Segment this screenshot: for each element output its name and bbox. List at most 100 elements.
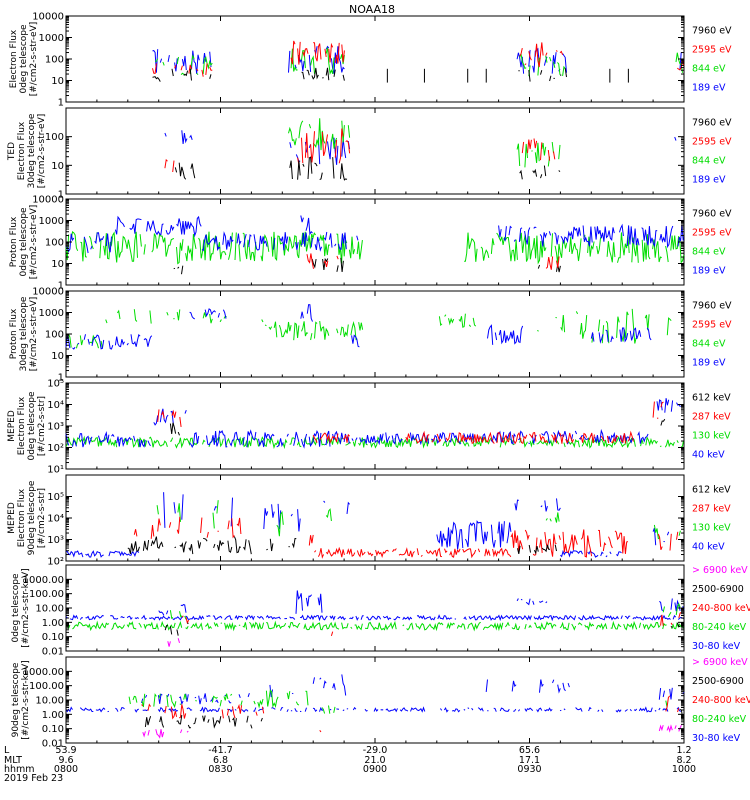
- series-green-segment: [105, 309, 264, 324]
- y-axis-label: Electron Flux: [17, 488, 27, 547]
- x-tick-label-l: -29.0: [363, 745, 388, 756]
- series-red-segment: [308, 534, 314, 546]
- x-tick-label-hhmm: 0830: [208, 764, 232, 775]
- series-blue-segment: [323, 500, 350, 514]
- y-tick-label: 1: [58, 190, 64, 201]
- series-black-segment: [518, 68, 567, 82]
- y-tick-label: 10³: [47, 422, 64, 433]
- series-red-segment: [312, 432, 350, 444]
- x-axis-row-label: MLT: [4, 755, 22, 766]
- legend-entry: 189 eV: [692, 358, 726, 369]
- series-blue-segment: [590, 327, 652, 344]
- y-tick-label: 100: [45, 55, 64, 66]
- y-axis-label: [#/cm2-s-str-keV]: [21, 568, 31, 647]
- series-black-segment: [519, 165, 561, 180]
- series-blue-segment: [66, 233, 115, 253]
- series-blue-segment: [487, 324, 524, 345]
- figure-title: NOAA18: [349, 3, 395, 16]
- series-black-segment: [127, 536, 252, 555]
- series-red-segment: [320, 727, 342, 732]
- x-tick-label-l: 53.9: [55, 745, 76, 756]
- series-blue-segment: [658, 687, 685, 700]
- y-tick-label: 10⁴: [47, 400, 64, 411]
- y-tick-label: 10⁴: [47, 514, 64, 525]
- y-tick-label: 10: [51, 161, 64, 172]
- y-tick-label: 10.00: [35, 696, 64, 707]
- legend-entry: 189 eV: [692, 83, 726, 94]
- legend-entry: 612 keV: [692, 393, 731, 404]
- series-green-segment: [326, 509, 347, 527]
- series-blue-segment: [189, 429, 344, 449]
- x-tick-label-hhmm: 1000: [672, 764, 696, 775]
- y-axis-label: 90deg telescope: [11, 662, 21, 737]
- series-black-segment: [311, 257, 344, 272]
- y-tick-label: 0.10: [42, 724, 64, 735]
- panel-6: 10² 10³ 10⁴ 10⁵ MEPED Electron Flux 90deg tele…: [7, 474, 731, 568]
- y-tick-label: 1: [58, 373, 64, 384]
- series-red-segment: [134, 515, 245, 539]
- legend-entry: 240-800 keV: [692, 603, 750, 614]
- legend-entry: 844 eV: [692, 64, 726, 75]
- series-black-segment: [661, 417, 683, 426]
- y-tick-label: 1.00: [42, 618, 64, 629]
- y-axis-label: 0deg telescope: [19, 24, 29, 94]
- y-axis-label: [#/cm2-s-str-eV]: [37, 114, 47, 189]
- series-blue-segment: [296, 591, 325, 614]
- x-tick-label-mlt: 17.1: [519, 755, 540, 766]
- legend-entry: 2500-6900: [692, 676, 744, 687]
- y-axis-label: [#/cm2-s-str-eV]: [29, 205, 39, 280]
- panel-frame: [65, 290, 685, 378]
- legend-entry: 189 eV: [692, 266, 726, 277]
- y-tick-label: 1000.00: [23, 575, 64, 586]
- series-blue-segment: [164, 492, 236, 528]
- y-tick-label: 1: [58, 98, 64, 109]
- series-green-segment: [65, 620, 684, 632]
- legend-entry: > 6900 keV: [692, 657, 748, 668]
- series-blue-segment: [66, 708, 684, 712]
- y-axis-label: 0deg telescope: [11, 573, 21, 643]
- y-tick-label: 100: [45, 132, 64, 143]
- y-axis-label: Electron Flux: [9, 29, 19, 88]
- legend-entry: 130 keV: [692, 523, 731, 534]
- legend-entry: 189 eV: [692, 175, 726, 186]
- y-axis-label: Proton Flux: [9, 216, 19, 267]
- y-tick-label: 10: [51, 351, 64, 362]
- series-black-segment: [518, 545, 561, 554]
- y-axis-label: [#/cm2-s-str-keV]: [21, 660, 31, 739]
- y-axis-label: 0deg telescope: [19, 207, 29, 277]
- x-tick-label-mlt: 9.6: [58, 755, 73, 766]
- series-black-segment: [164, 622, 189, 636]
- y-tick-label: 0.01: [42, 647, 64, 658]
- y-tick-label: 1000: [39, 33, 64, 44]
- series-magenta-segment: [658, 724, 682, 733]
- series-magenta-segment: [168, 638, 189, 646]
- y-tick-label: 1.00: [42, 710, 64, 721]
- series-black-segment: [173, 265, 184, 275]
- series-green-segment: [264, 320, 364, 341]
- legend-entry: 80-240 keV: [692, 622, 747, 633]
- legend-entry: 2595 eV: [692, 228, 732, 239]
- series-green-segment: [128, 693, 264, 709]
- y-axis-label: Proton Flux: [9, 308, 19, 359]
- y-tick-label: 10.00: [35, 604, 64, 615]
- y-tick-label: 10⁵: [47, 379, 64, 390]
- y-tick-label: 100.00: [29, 681, 64, 692]
- y-axis-label: [#/cm2-s-str-eV]: [29, 22, 39, 97]
- y-axis-label: MEPED: [7, 502, 17, 534]
- series-green-segment: [154, 54, 213, 76]
- panel-frame: [65, 564, 685, 652]
- y-tick-label: 1: [58, 281, 64, 292]
- series-blue-segment: [659, 598, 685, 612]
- legend-entry: 612 keV: [692, 485, 731, 496]
- series-blue-segment: [351, 334, 360, 348]
- y-tick-label: 10000: [32, 287, 64, 298]
- x-tick-label-mlt: 8.2: [676, 755, 691, 766]
- legend-entry: 40 keV: [692, 450, 725, 461]
- series-green-segment: [537, 309, 681, 344]
- y-tick-label: 10⁵: [47, 492, 64, 503]
- series-blue-segment: [263, 503, 301, 532]
- series-green-segment: [545, 512, 560, 523]
